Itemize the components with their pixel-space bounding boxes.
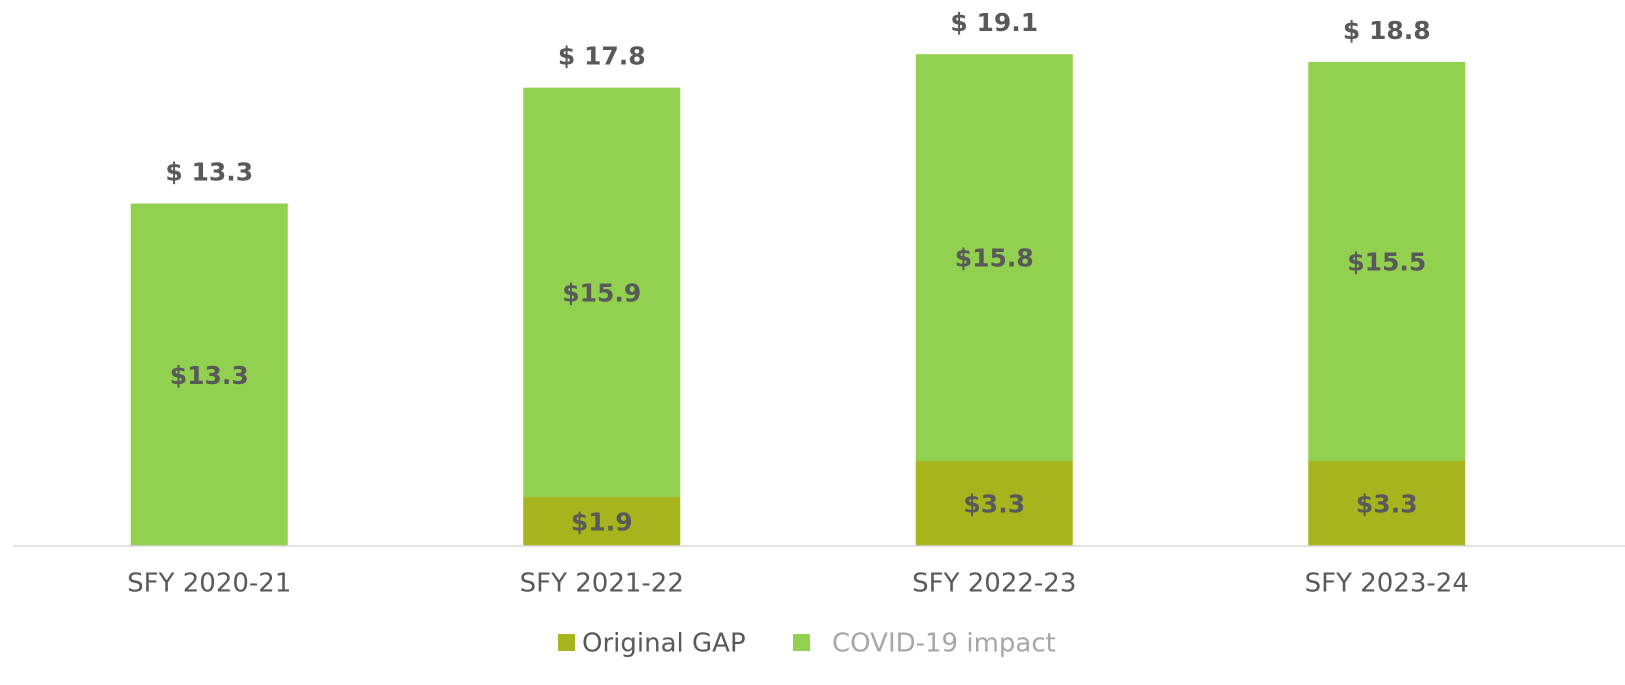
x-tick-label: SFY 2022-23 (912, 569, 1076, 599)
data-label: $15.8 (955, 244, 1034, 273)
x-tick-label: SFY 2023-24 (1305, 569, 1469, 599)
data-label: $13.3 (170, 361, 249, 390)
total-label: $ 19.1 (950, 8, 1038, 37)
total-label: $ 18.8 (1343, 16, 1431, 45)
legend-swatch (793, 634, 810, 651)
bar-segment (915, 54, 1073, 462)
data-label: $3.3 (1356, 490, 1418, 519)
data-label: $1.9 (571, 508, 633, 537)
legend-swatch (558, 634, 575, 651)
bar-segment (523, 87, 681, 498)
legend-label: Original GAP (582, 629, 746, 659)
data-label: $15.5 (1347, 247, 1426, 276)
data-label: $15.9 (562, 278, 641, 307)
legend-label: COVID-19 impact (832, 629, 1056, 659)
bar-segment (1308, 461, 1466, 546)
bar-segment (523, 497, 681, 546)
total-label: $ 17.8 (558, 42, 646, 71)
bar-segment (130, 203, 288, 546)
bar-segment (915, 461, 1073, 546)
total-label: $ 13.3 (165, 158, 253, 187)
data-label: $3.3 (963, 490, 1025, 519)
x-tick-label: SFY 2020-21 (127, 569, 291, 599)
x-tick-label: SFY 2021-22 (520, 569, 684, 599)
bar-segment (1308, 61, 1466, 462)
